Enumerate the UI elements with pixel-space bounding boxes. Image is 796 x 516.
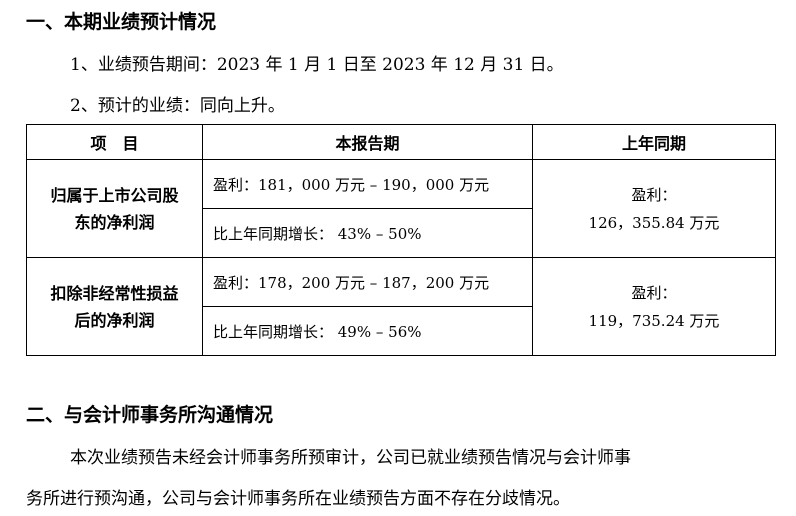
section-1-title: 一、本期业绩预计情况 [26,11,217,33]
section-2-title: 二、与会计师事务所沟通情况 [26,404,274,426]
prior-period-value: 盈利： 119，735.24 万元 [532,257,776,356]
table-header-row: 项 目 本报告期 上年同期 [26,124,776,160]
header-prior-period: 上年同期 [532,124,776,160]
profit-range: 盈利：181，000 万元 – 190，000 万元 [202,159,533,209]
row-label: 扣除非经常性损益 后的净利润 [26,257,203,356]
table-row: 归属于上市公司股 东的净利润 盈利：181，000 万元 – 190，000 万… [26,159,776,258]
paragraph-line-1: 本次业绩预告未经会计师事务所预审计，公司已就业绩预告情况与会计师事 [70,448,631,468]
prior-period-value: 盈利： 126，355.84 万元 [532,159,776,258]
table-row: 比上年同期增长： 43% – 50% [27,208,776,258]
header-current-period: 本报告期 [202,124,533,160]
header-item: 项 目 [26,124,203,160]
table-row: 比上年同期增长： 49% – 56% [27,306,776,356]
table-row: 扣除非经常性损益 后的净利润 盈利：178，200 万元 – 187，200 万… [26,257,776,356]
forecast-direction: 2、预计的业绩：同向上升。 [70,96,285,116]
growth-range: 比上年同期增长： 49% – 56% [202,306,533,356]
profit-range: 盈利：178，200 万元 – 187，200 万元 [202,257,533,307]
growth-range: 比上年同期增长： 43% – 50% [202,208,533,258]
forecast-period: 1、业绩预告期间：2023 年 1 月 1 日至 2023 年 12 月 31 … [70,55,564,75]
row-label: 归属于上市公司股 东的净利润 [26,159,203,258]
paragraph-line-2: 务所进行预沟通，公司与会计师事务所在业绩预告方面不存在分歧情况。 [26,489,570,509]
forecast-table: 项 目 本报告期 上年同期 归属于上市公司股 东的净利润 盈利：181，000 … [26,124,776,356]
